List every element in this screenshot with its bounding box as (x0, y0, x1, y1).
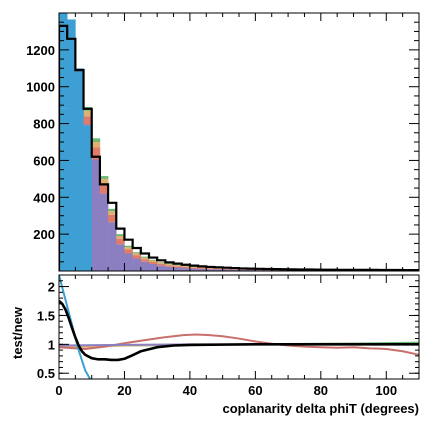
histogram-bar-s1-b19 (214, 269, 223, 271)
histogram-bar-s3-b13 (165, 264, 174, 266)
ratio-curve-4 (59, 275, 92, 379)
x-tick-label: 60 (248, 383, 262, 398)
top-y-tick-label: 1200 (26, 43, 55, 58)
histogram-bar-s1-b3 (83, 124, 93, 126)
histogram-bar-s1-b4 (91, 159, 101, 271)
bottom-y-tick-label: 2 (48, 280, 55, 295)
ratio-curve-5 (59, 300, 419, 362)
histogram-bar-s1-b8 (124, 253, 133, 271)
histogram-bar-s3-b5 (99, 178, 109, 184)
histogram-bar-s2-b7 (116, 238, 125, 245)
ratio-curve-2 (59, 333, 419, 356)
histogram-bar-s3-b17 (198, 267, 207, 269)
histogram-bar-s1-b14 (173, 267, 183, 271)
histogram-bar-s3-b8 (124, 247, 133, 250)
histogram-bar-s4-b11 (149, 259, 158, 261)
top-y-tick-label: 600 (33, 153, 55, 168)
histogram-bar-s3-b11 (149, 260, 158, 262)
top-y-tick-label: 800 (33, 117, 55, 132)
histogram-bar-s2-b8 (124, 249, 133, 254)
histogram-bar-s1-b9 (132, 258, 142, 271)
histogram-bar-s2-b22 (239, 269, 248, 270)
histogram-bar-s4-b12 (157, 262, 166, 263)
histogram-bar-s1-b11 (149, 263, 158, 271)
histogram-bar-s3-b16 (189, 266, 199, 268)
histogram-bar-s2-b15 (181, 266, 191, 269)
histogram-bar-s2-b21 (230, 269, 240, 270)
histogram-bar-s3-b7 (116, 235, 125, 239)
histogram-bar-s0-b3 (83, 125, 93, 271)
histogram-bar-s2-b11 (149, 261, 158, 264)
bottom-y-tick-label: 1.5 (37, 308, 55, 323)
histogram-bar-s1-b6 (108, 222, 117, 271)
histogram-bar-s3-b6 (108, 211, 117, 215)
histogram-bar-s1-b22 (239, 269, 248, 271)
histogram-bar-s4-b5 (99, 176, 109, 179)
histogram-bar-s0-b1 (67, 112, 76, 271)
histogram-bar-s1-b23 (247, 269, 256, 271)
histogram-bar-s4-b7 (116, 234, 125, 236)
histogram-bar-s2-b3 (83, 116, 93, 125)
histogram-bar-s3-b14 (173, 265, 183, 267)
histogram-bar-s3-b4 (91, 142, 101, 148)
histogram-bar-s1-b15 (181, 268, 191, 271)
top-y-tick-label: 1000 (26, 80, 55, 95)
top-y-tick-label: 200 (33, 227, 55, 242)
histogram-bar-s1-b21 (230, 269, 240, 271)
x-tick-label: 80 (314, 383, 328, 398)
bottom-y-tick-label: 1 (48, 337, 55, 352)
x-tick-label: 40 (183, 383, 197, 398)
histogram-bar-s3-b15 (181, 266, 191, 267)
histogram-bar-s2-b14 (173, 266, 183, 268)
histogram-bar-s2-b17 (198, 268, 207, 269)
top-y-tick-label: 400 (33, 190, 55, 205)
histogram-bar-s2-b20 (222, 268, 232, 270)
histogram-bar-s3-b9 (132, 253, 142, 256)
x-tick-label: 20 (117, 383, 131, 398)
histogram-bar-s1-b18 (206, 269, 215, 271)
histogram-bar-s0-b0 (59, 108, 68, 271)
histogram-bar-s2-b16 (189, 267, 199, 269)
histogram-bar-s1-b12 (157, 265, 166, 271)
histogram-bar-s2-b10 (140, 259, 150, 262)
x-tick-label: 0 (55, 383, 62, 398)
histogram-bar-s1-b17 (198, 268, 207, 271)
histogram-bar-s2-b19 (214, 268, 223, 270)
histogram-bar-s1-b16 (189, 268, 199, 271)
histogram-bar-s5-b2 (75, 68, 84, 119)
histogram-bar-s4-b10 (140, 256, 150, 258)
x-axis-title: coplanarity delta phiT (degrees) (223, 401, 420, 416)
histogram-stack (59, 13, 419, 271)
histogram-bar-s3-b3 (83, 110, 93, 117)
histogram-bar-s5-b0 (59, 13, 68, 109)
histogram-bar-s4-b8 (124, 245, 133, 248)
histogram-bar-s1-b13 (165, 266, 174, 271)
histogram-bar-s2-b18 (206, 268, 215, 270)
histogram-bar-s0-b2 (75, 118, 84, 271)
histogram-bar-s4-b4 (91, 138, 101, 142)
histogram-bar-s1-b20 (222, 269, 232, 271)
histogram-bar-s3-b10 (140, 257, 150, 260)
histogram-bar-s2-b5 (99, 183, 109, 194)
histogram-bar-s1-b7 (116, 244, 125, 271)
y-axis-title: test/new (10, 306, 25, 359)
bottom-panel: 0.511.520 20 40 60 80 100 (37, 274, 420, 398)
histogram-bar-s2-b23 (247, 269, 256, 270)
histogram-bar-s1-b5 (99, 193, 109, 271)
histogram-bar-s2-b4 (91, 147, 101, 160)
top-panel: 200 400 600 800 1000 1200 (26, 12, 420, 272)
histogram-bar-s2-b12 (157, 263, 166, 266)
histogram-bar-s2-b13 (165, 265, 174, 267)
x-tick-label: 100 (375, 383, 397, 398)
histogram-bar-s4-b6 (108, 208, 117, 212)
histogram-bar-s4-b9 (132, 252, 142, 254)
histogram-bar-s2-b9 (132, 255, 142, 259)
bottom-y-tick-label: 0.5 (37, 366, 55, 381)
histogram-bar-s2-b6 (108, 214, 117, 223)
histogram-bar-s4-b13 (165, 263, 174, 265)
histogram-bar-s1-b10 (140, 261, 150, 271)
histogram-bar-s5-b1 (67, 19, 76, 113)
histogram-bar-s3-b12 (157, 262, 166, 264)
